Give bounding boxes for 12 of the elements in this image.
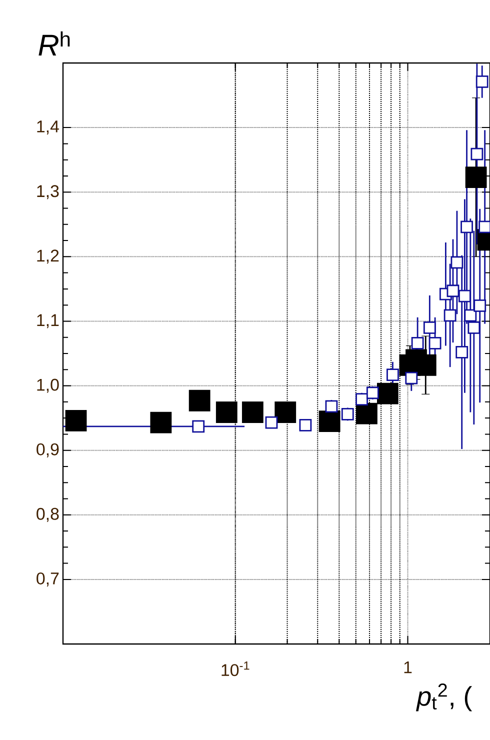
- y-tick-label: 0,7: [36, 572, 59, 586]
- x-tick-label: 10$^{-1}$: [222, 662, 250, 676]
- y-tick-label: 1,3: [37, 185, 59, 200]
- y-tick-label: 1,0: [37, 378, 59, 393]
- y-tick-label: 0,8: [36, 508, 59, 522]
- y-tick-label: 1,4: [37, 120, 59, 134]
- x-tick-label: 1: [404, 662, 412, 674]
- y-axis-title: R$^{h}$: [38, 31, 70, 56]
- y-tick-label: 1,1: [37, 314, 59, 328]
- y-tick-label: 0,9: [36, 443, 59, 458]
- y-tick-label: 1,2: [37, 250, 59, 264]
- x-axis-title: p$_{t}$$^{2}$, (: [416, 684, 472, 712]
